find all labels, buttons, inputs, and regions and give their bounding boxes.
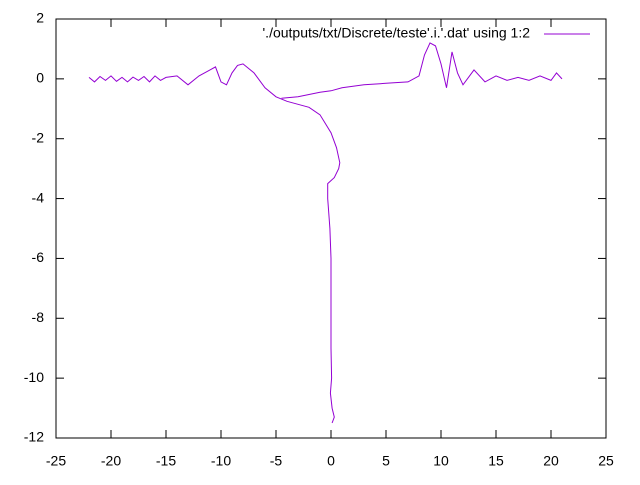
y-tick-label: -10 [24,369,44,385]
x-tick-label: 20 [543,453,559,469]
y-tick-label: 2 [36,10,44,26]
x-tick-label: 15 [488,453,504,469]
y-tick-label: -2 [32,129,45,145]
x-tick-label: 10 [433,453,449,469]
y-tick-label: -6 [32,249,45,265]
x-tick-label: -25 [46,453,66,469]
legend-label: './outputs/txt/Discrete/teste'.i.'.dat' … [263,25,531,41]
y-tick-label: -4 [32,189,45,205]
y-tick-label: -8 [32,309,45,325]
y-tick-label: 0 [36,70,44,86]
x-tick-label: -5 [270,453,283,469]
data-line [88,42,563,424]
y-tick-label: -12 [24,429,44,445]
x-tick-label: 0 [327,453,335,469]
x-tick-label: 25 [598,453,614,469]
x-tick-label: -15 [156,453,176,469]
x-tick-label: -20 [101,453,121,469]
x-tick-label: -10 [211,453,231,469]
x-tick-label: 5 [382,453,390,469]
plot-border [55,18,607,439]
